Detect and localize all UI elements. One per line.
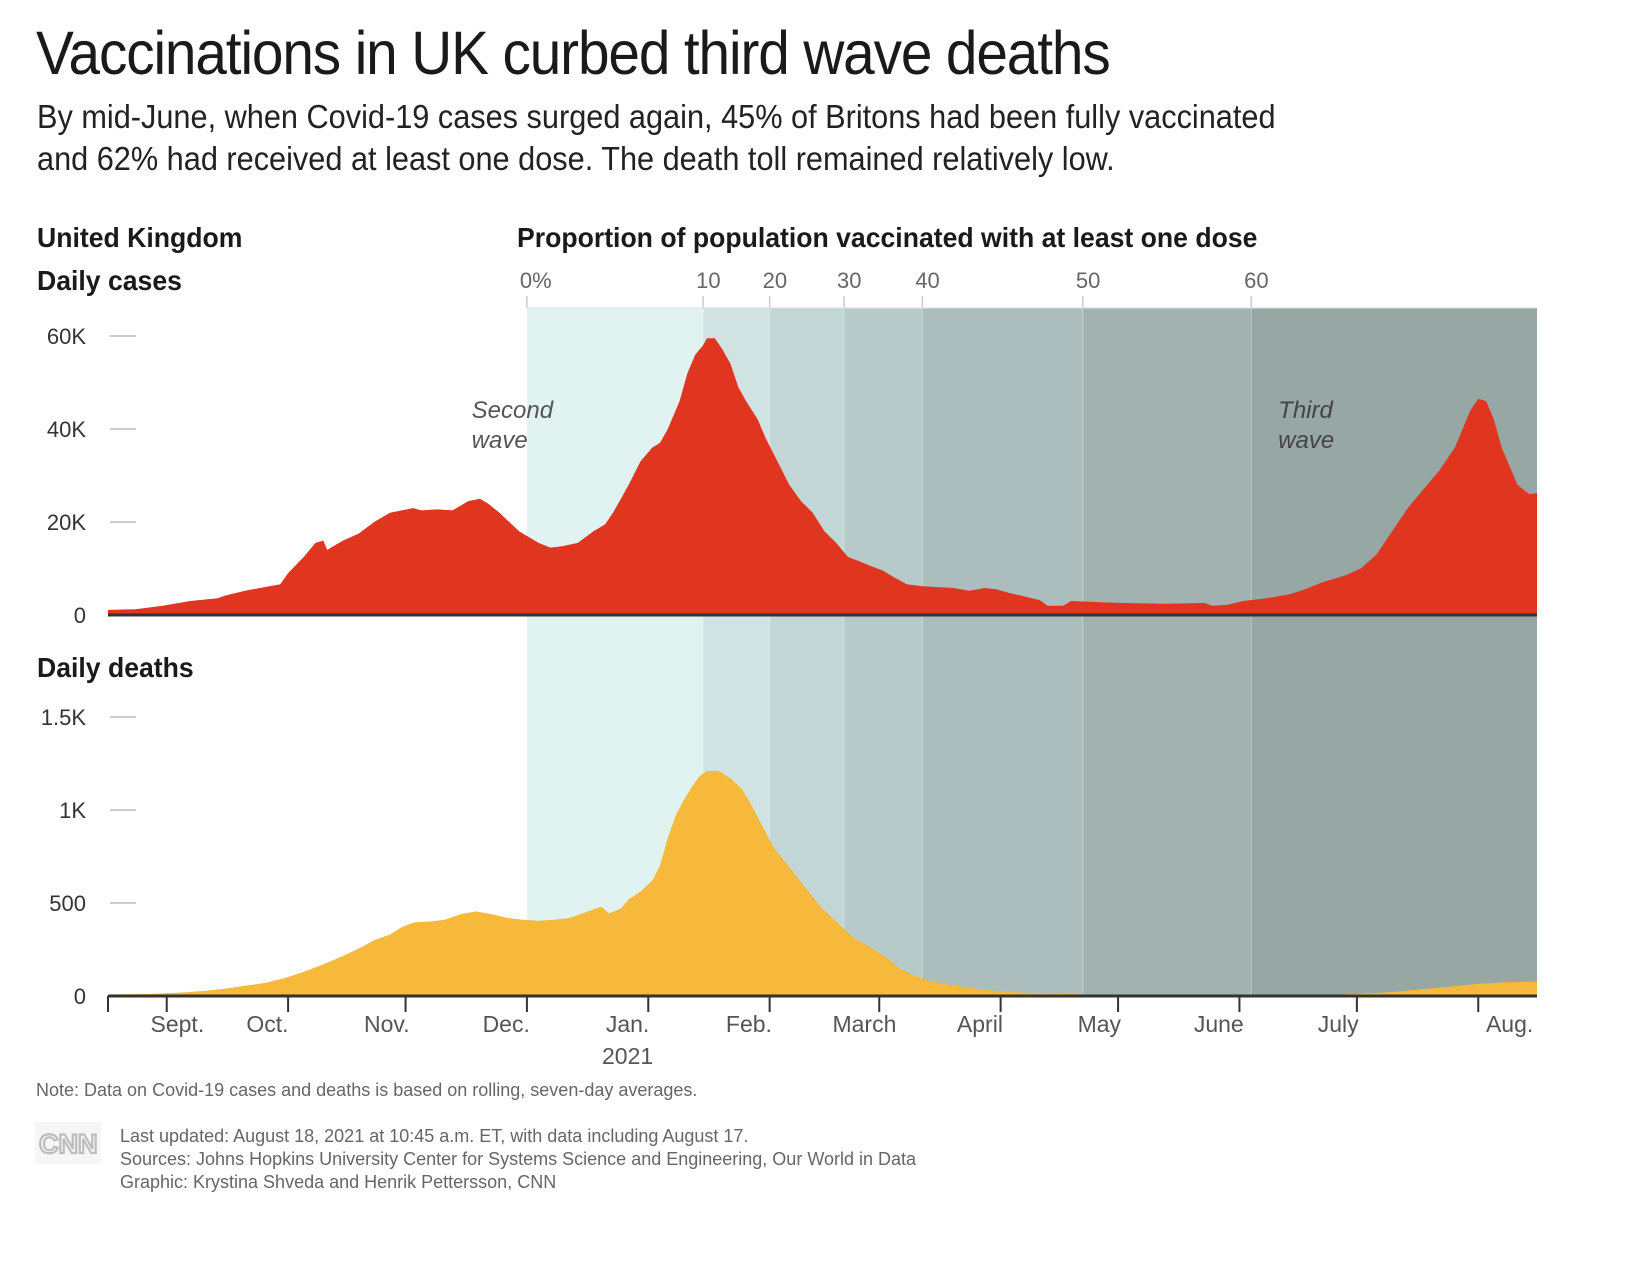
x-tick-label: April (957, 1011, 1003, 1037)
cases-area-group (108, 338, 1537, 615)
vaccination-band-4 (922, 308, 1083, 996)
wave-annotation-line-2: wave (472, 427, 528, 454)
wave-annotation-line-1: Third (1278, 397, 1333, 424)
vaccination-tick-label: 20 (763, 268, 787, 293)
x-tick-label: Nov. (364, 1011, 410, 1037)
deaths-area (108, 770, 1537, 996)
annotations: Second wave Third wave (472, 397, 1335, 454)
deaths-y-tick-label: 1K (59, 798, 86, 823)
cases-y-tick-label: 40K (47, 417, 86, 442)
x-tick-label: Sept. (151, 1011, 205, 1037)
chart-canvas: 0% 10 20 30 40 50 60 0 20K 40K 60K 0 500 1K 1.5K Sep… (41, 268, 1537, 1069)
vaccination-tick-label: 0% (520, 268, 552, 293)
graphic-credit: Graphic: Krystina Shveda and Henrik Pett… (120, 1172, 557, 1192)
cases-y-tick-label: 60K (47, 324, 86, 349)
data-note: Note: Data on Covid-19 cases and deaths … (36, 1080, 698, 1100)
country-label: United Kingdom (37, 222, 243, 253)
x-tick-label: Feb. (726, 1011, 772, 1037)
vaccination-tick-label: 30 (837, 268, 861, 293)
vaccination-scale-title: Proportion of population vaccinated with… (517, 222, 1258, 253)
vaccination-tick-label: 40 (915, 268, 939, 293)
chart-subtitle-line-1: By mid-June, when Covid-19 cases surged … (37, 98, 1276, 135)
last-updated: Last updated: August 18, 2021 at 10:45 a… (120, 1126, 749, 1146)
vaccination-band-3 (844, 308, 923, 996)
vaccination-band-5 (1082, 308, 1252, 996)
cnn-logo-icon: CNN (35, 1122, 101, 1164)
wave-annotation-line-2: wave (1278, 427, 1334, 454)
x-tick-label: Aug. (1486, 1011, 1533, 1037)
sources: Sources: Johns Hopkins University Center… (120, 1149, 917, 1169)
deaths-panel-title: Daily deaths (37, 652, 194, 683)
cases-y-axis: 0 20K 40K 60K (47, 324, 1537, 628)
cases-y-tick-label: 20K (47, 510, 86, 535)
x-tick-label: May (1078, 1011, 1122, 1037)
vaccination-tick-label: 10 (696, 268, 720, 293)
x-tick-label: Oct. (246, 1011, 288, 1037)
cases-y-tick-label: 0 (74, 603, 86, 628)
cases-area (108, 338, 1537, 615)
vaccination-scale-ticks: 0% 10 20 30 40 50 60 (520, 268, 1537, 309)
x-tick-label: Jan. (606, 1011, 649, 1037)
year-label: 2021 (602, 1043, 653, 1069)
x-tick-label: March (832, 1011, 896, 1037)
deaths-y-tick-label: 500 (49, 891, 86, 916)
vaccination-tick-label: 60 (1244, 268, 1268, 293)
x-tick-label: June (1194, 1011, 1244, 1037)
vaccination-tick-label: 50 (1076, 268, 1100, 293)
deaths-y-axis: 0 500 1K 1.5K (41, 705, 1537, 1009)
cnn-logo-text: CNN (39, 1129, 98, 1159)
deaths-y-tick-label: 1.5K (41, 705, 87, 730)
chart-subtitle-line-2: and 62% had received at least one dose. … (37, 140, 1115, 177)
x-axis: Sept. Oct. Nov. Dec. Jan. Feb. March April May Ju… (107, 996, 1533, 1069)
wave-annotation-line-1: Second (472, 397, 554, 424)
vaccination-bands (526, 308, 1537, 996)
chart-title: Vaccinations in UK curbed third wave dea… (36, 19, 1111, 87)
cases-panel-title: Daily cases (37, 265, 182, 296)
x-tick-label: Dec. (483, 1011, 530, 1037)
deaths-area-group (108, 770, 1537, 996)
deaths-y-tick-label: 0 (74, 984, 86, 1009)
x-tick-label: July (1318, 1011, 1359, 1037)
